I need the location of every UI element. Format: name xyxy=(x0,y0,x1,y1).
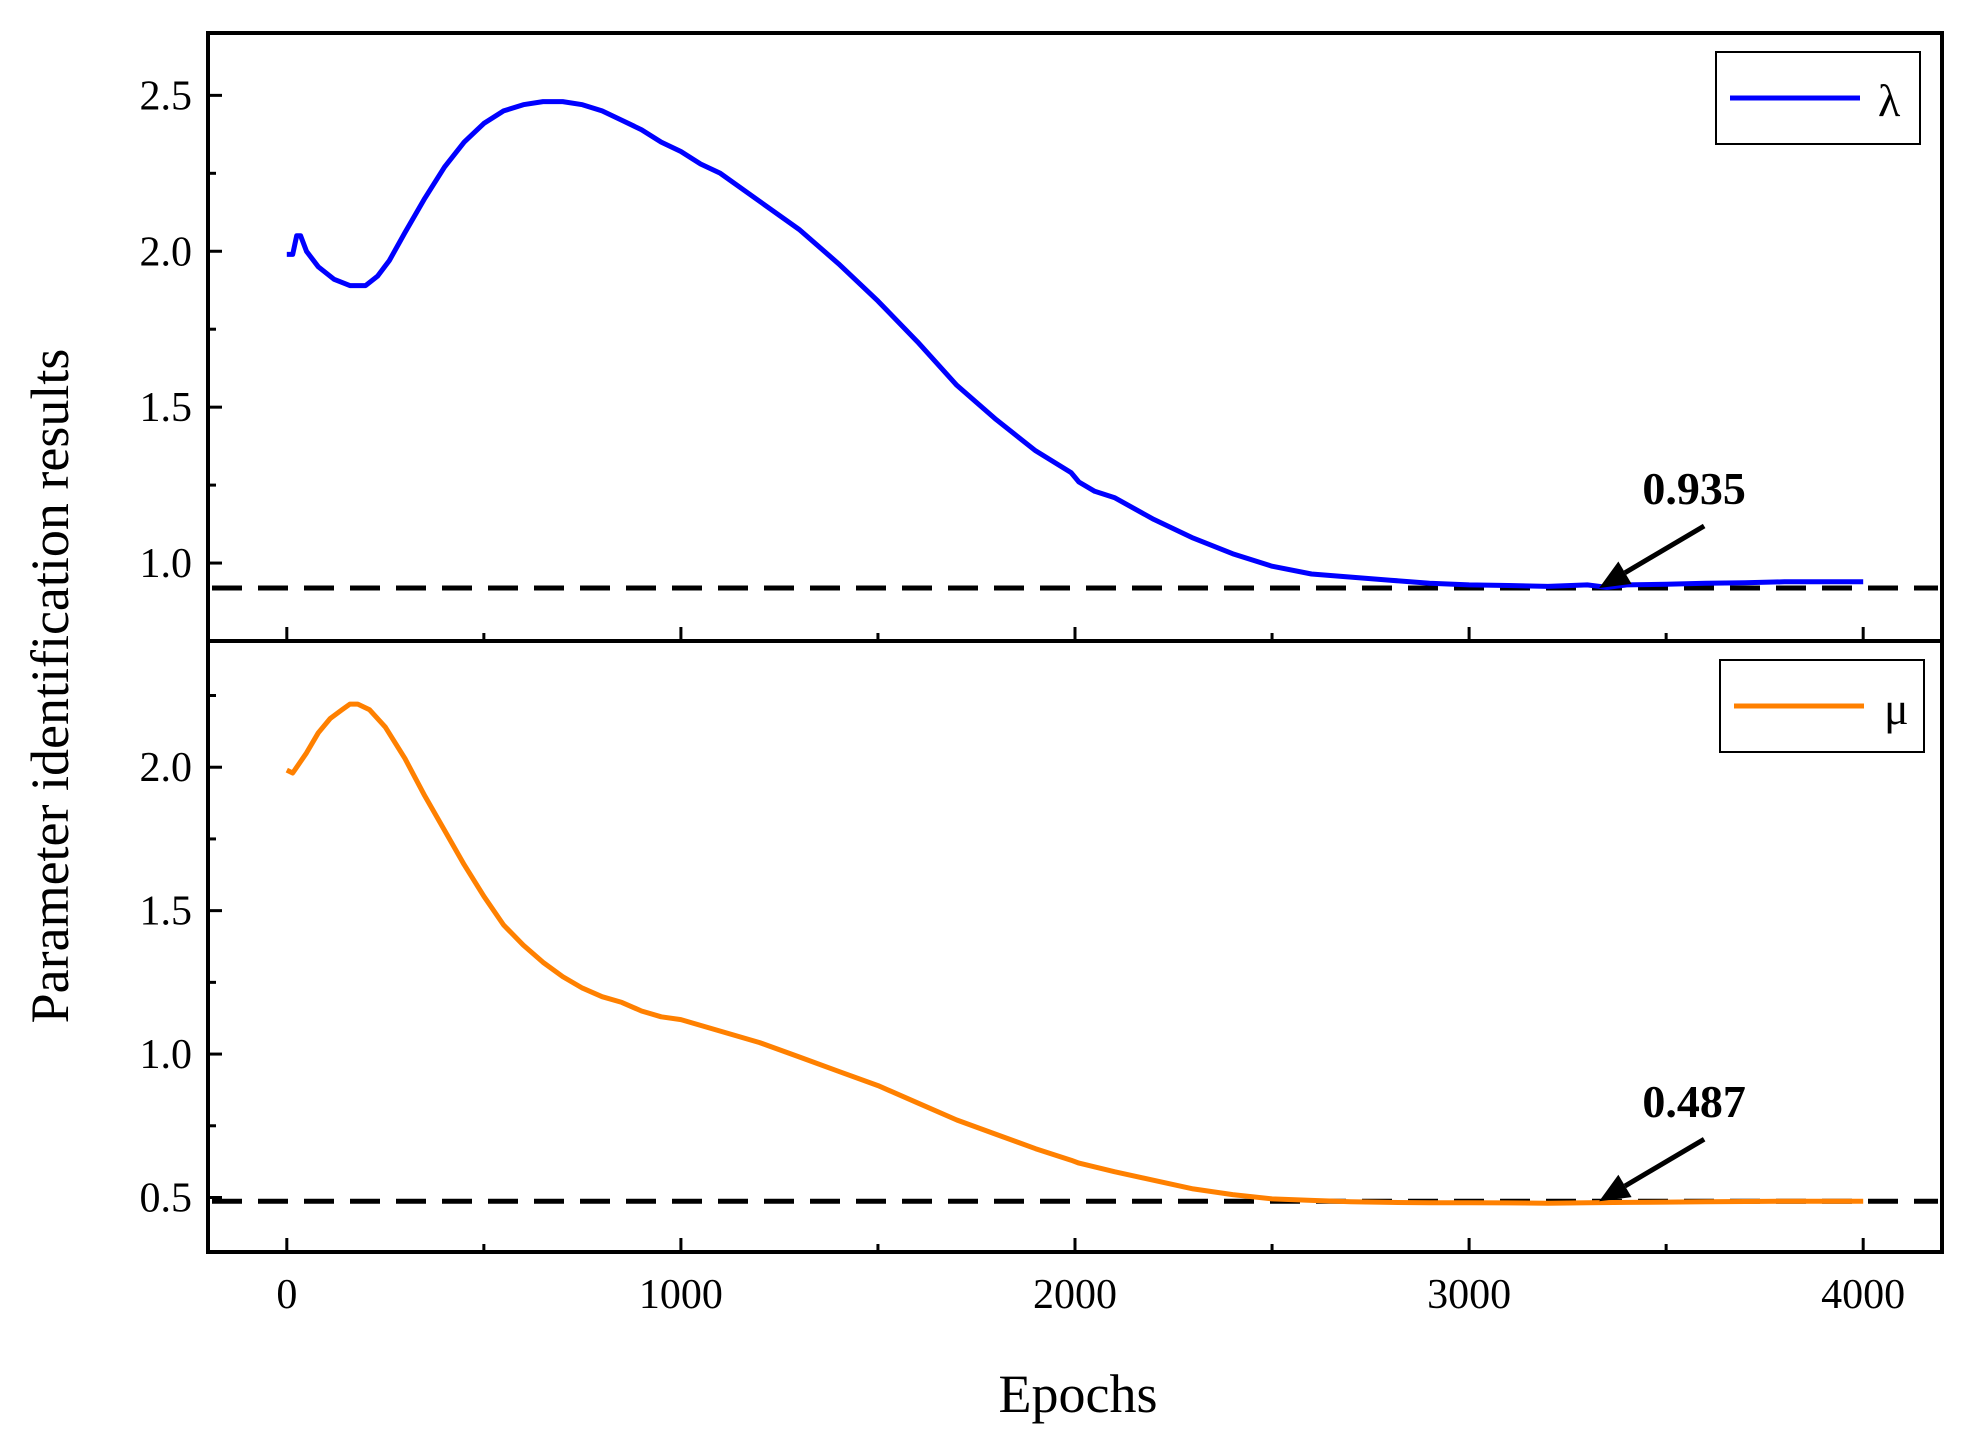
x-tick-label: 3000 xyxy=(1427,1272,1511,1318)
bottom-y-axis: 0.5 1.0 1.5 2.0 xyxy=(140,694,222,1221)
y-axis-title: Parameter identification results xyxy=(20,349,80,1024)
top-x-ticks xyxy=(285,627,1865,641)
bottom-legend: μ xyxy=(1719,659,1925,753)
bottom-annotation-arrow xyxy=(1623,1137,1706,1189)
y-tick-label: 1.0 xyxy=(140,541,193,587)
x-axis-title: Epochs xyxy=(999,1364,1158,1424)
lambda-series-line xyxy=(286,99,1864,590)
y-tick-label: 1.5 xyxy=(140,889,193,935)
top-legend-label: λ xyxy=(1878,75,1901,126)
bottom-legend-label: μ xyxy=(1884,683,1909,734)
y-tick-label: 1.0 xyxy=(140,1032,193,1078)
bottom-annotation-arrowhead xyxy=(1599,1174,1632,1202)
x-tick-label: 0 xyxy=(276,1272,297,1318)
top-annotation: 0.935 xyxy=(1599,463,1746,588)
top-annotation-label: 0.935 xyxy=(1642,463,1746,514)
y-tick-label: 2.5 xyxy=(140,73,193,119)
mu-series-line xyxy=(285,701,1864,1206)
x-tick-label: 1000 xyxy=(639,1272,723,1318)
x-tick-label: 2000 xyxy=(1033,1272,1117,1318)
bottom-annotation: 0.487 xyxy=(1599,1076,1746,1202)
top-legend: λ xyxy=(1715,51,1921,145)
y-tick-label: 2.0 xyxy=(140,745,193,791)
top-annotation-arrow xyxy=(1623,523,1706,575)
top-annotation-arrowhead xyxy=(1599,561,1632,588)
bottom-x-axis: 0 1000 2000 3000 4000 xyxy=(276,1238,1905,1318)
bottom-annotation-label: 0.487 xyxy=(1642,1076,1746,1127)
y-tick-label: 0.5 xyxy=(140,1175,193,1221)
y-tick-label: 1.5 xyxy=(140,385,193,431)
top-y-axis: 1.0 1.5 2.0 2.5 xyxy=(140,73,222,587)
x-tick-label: 4000 xyxy=(1821,1272,1905,1318)
y-tick-label: 2.0 xyxy=(140,229,193,275)
top-panel-frame xyxy=(206,31,1944,643)
